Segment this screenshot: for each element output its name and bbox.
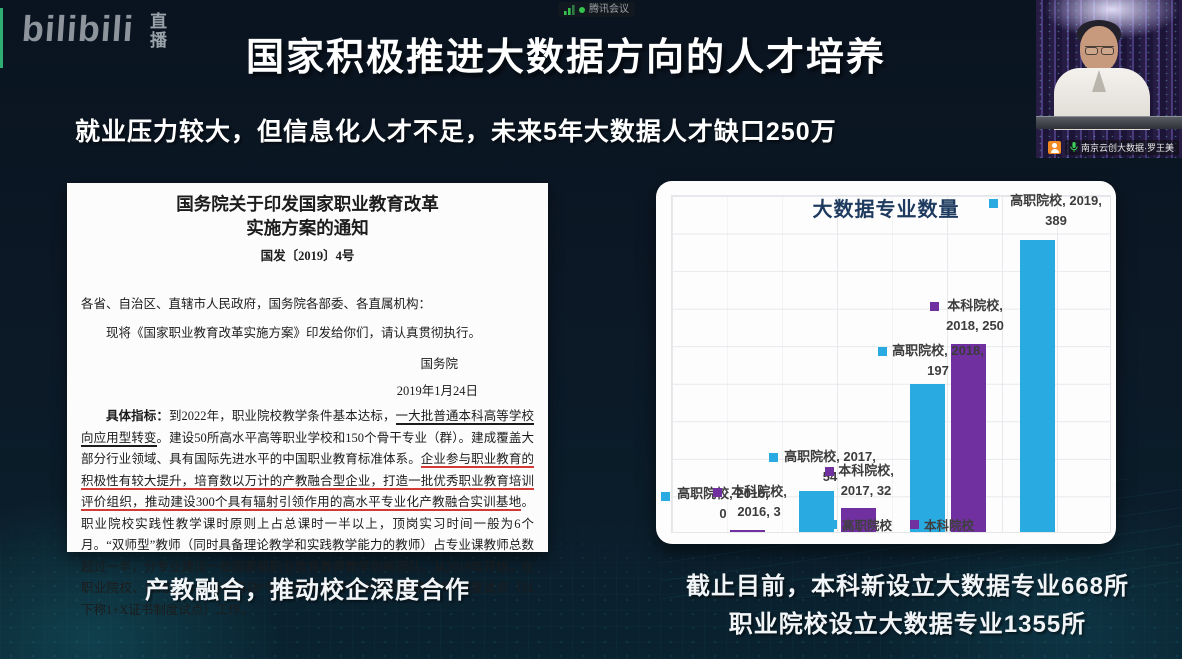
document-body-segment: 企业参与职业教育的积极性有较大提升，培育数以万计的产教融合型企业，打造一批优秀职… (81, 452, 534, 511)
bar-高职院校-2019 (1020, 240, 1055, 532)
data-label-marker-icon (661, 492, 670, 501)
name-pill: 南京云创大数据·罗王美 (1065, 140, 1179, 155)
bar-chart-panel: 大数据专业数量 高职院校 本科院校 高职院校, 2016, 0 本科院校, 2016, … (656, 181, 1116, 544)
data-label-marker-icon (825, 467, 834, 476)
document-date: 2019年1月24日 (396, 384, 478, 398)
document-signer: 国务院 (420, 357, 458, 371)
microphone-icon (1070, 142, 1078, 152)
document-body: 具体指标：到2022年，职业院校教学条件基本达标，一大批普通本科高等学校向应用型… (81, 406, 534, 621)
document-salutation: 各省、自治区、直辖市人民政府，国务院各部委、各直属机构： (81, 297, 432, 311)
slide-subtitle: 就业压力较大，但信息化人才不足，未来5年大数据人才缺口250万 (75, 118, 837, 146)
data-label-marker-icon (930, 302, 939, 311)
chart-title: 大数据专业数量 (812, 199, 960, 221)
legend-item-高职院校: 高职院校 (828, 515, 892, 534)
status-dot-icon (579, 6, 585, 13)
left-edge-accent (0, 8, 3, 68)
caption-right-line1: 截止目前，本科新设立大数据专业668所 (685, 573, 1130, 600)
legend-item-本科院校: 本科院校 (910, 515, 974, 534)
data-label-marker-icon (878, 347, 887, 356)
data-label-本科院校-2017: 本科院校, 2017, 32 (838, 463, 894, 498)
document-title-line2: 实施方案的通知 (246, 218, 369, 238)
chart-legend: 高职院校 本科院校 (828, 515, 974, 534)
document-body-segment: 具体指标： (106, 409, 169, 423)
participant-name: 南京云创大数据·罗王美 (1081, 143, 1174, 153)
document-body-segment: 一大批普通本科高等学校向应用型转变 (81, 409, 534, 447)
slide-title: 国家积极推进大数据方向的人才培养 (245, 37, 886, 79)
participant-name-bar: 南京云创大数据·罗王美 (1048, 140, 1179, 155)
data-label-高职院校-2019: 高职院校, 2019, 389 (1010, 193, 1102, 228)
live-label: 直播 (147, 12, 166, 50)
data-label-marker-icon (989, 199, 998, 208)
document-title: 国务院关于印发国家职业教育改革 实施方案的通知 (81, 192, 534, 240)
data-label-高职院校-2018: 高职院校, 2018, 197 (892, 343, 984, 378)
caption-right: 截止目前，本科新设立大数据专业668所 职业院校设立大数据专业1355所 (645, 568, 1170, 644)
bar-本科院校-2016 (730, 530, 765, 532)
legend-swatch-icon (828, 520, 837, 529)
legend-label: 高职院校 (842, 519, 893, 533)
document-title-line1: 国务院关于印发国家职业教育改革 (176, 194, 439, 214)
webcam-video: 南京云创大数据·罗王美 (1036, 0, 1182, 158)
data-label-高职院校-2016: 高职院校, 2016, 0 (677, 486, 769, 521)
meeting-badge: 腾讯会议 (558, 2, 635, 17)
data-label-本科院校-2018: 本科院校, 2018, 250 (946, 298, 1004, 333)
avatar-icon (1048, 141, 1061, 154)
signal-bars-icon (564, 4, 575, 15)
data-label-本科院校-2016: 本科院校, 2016, 3 (731, 484, 787, 519)
meeting-badge-label: 腾讯会议 (589, 4, 629, 15)
data-label-marker-icon (769, 453, 778, 462)
bar-高职院校-2018 (909, 384, 945, 532)
policy-document: 国务院关于印发国家职业教育改革 实施方案的通知 国发〔2019〕4号 各省、自治… (67, 183, 548, 617)
caption-right-line2: 职业院校设立大数据专业1355所 (728, 611, 1087, 638)
presenter (1036, 0, 1182, 158)
data-label-marker-icon (713, 488, 722, 497)
document-body-segment: 到2022年，职业院校教学条件基本达标， (168, 409, 396, 423)
document-number: 国发〔2019〕4号 (260, 249, 355, 263)
document-notice: 现将《国家职业教育改革实施方案》印发给你们，请认真贯彻执行。 (106, 326, 482, 340)
bilibili-logo: bilibili 直播 (21, 8, 169, 50)
legend-swatch-icon (910, 520, 920, 529)
legend-label: 本科院校 (924, 519, 975, 533)
chart-plot-area (671, 195, 1111, 533)
laptop-edge (1036, 116, 1182, 129)
caption-left: 产教融合，推动校企深度合作 (145, 577, 470, 604)
document-body-segment: 。职业院校实践性教学课时原则上占总课时一半以上，顶岗实习时间一般为6个月。“双师… (81, 495, 534, 617)
bar-本科院校-2018 (951, 344, 986, 532)
document-body-segment: 。建设50所高水平高等职业学校和150个骨干专业（群）。建成覆盖大部分行业领域、… (81, 430, 534, 467)
presenter-glasses (1085, 46, 1114, 55)
bar-本科院校-2017 (840, 508, 876, 532)
